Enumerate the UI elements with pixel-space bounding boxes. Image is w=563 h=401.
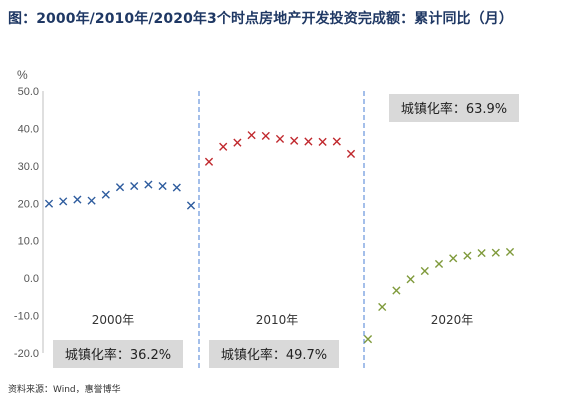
data-point <box>144 180 153 189</box>
data-point <box>406 275 415 284</box>
urbanization-box-bg <box>389 94 519 122</box>
y-axis-unit: % <box>17 68 28 82</box>
period-label: 2010年 <box>256 313 299 327</box>
data-point <box>434 259 444 269</box>
source-note: 资料来源：Wind，惠誉博华 <box>8 385 121 395</box>
y-tick-label: 20.0 <box>18 198 39 210</box>
data-point <box>275 134 285 144</box>
period-labels: 2000年 2010年 2020年 <box>92 313 474 327</box>
data-point <box>290 136 299 145</box>
data-point <box>158 181 167 191</box>
data-point <box>477 248 486 258</box>
y-tick-label: 50.0 <box>18 86 39 98</box>
data-point <box>115 183 125 192</box>
data-point <box>392 286 401 295</box>
data-point <box>130 181 139 191</box>
chart-title: 图：2000年/2010年/2020年3个时点房地产开发投资完成额：累计同比（月… <box>8 11 513 27</box>
data-point <box>247 131 256 140</box>
urbanization-box-bg <box>53 340 183 368</box>
urbanization-box: 城镇化率：49.7% <box>209 340 339 368</box>
data-point <box>304 137 313 146</box>
y-axis: % 50.0 40.0 30.0 20.0 10.0 0.0 -10.0 -20.0 <box>14 68 44 360</box>
data-point <box>378 302 387 312</box>
data-point <box>346 149 356 158</box>
data-point <box>491 248 500 257</box>
data-point <box>261 131 270 141</box>
data-point <box>219 142 228 151</box>
urbanization-label: 城镇化率：36.2% <box>65 347 171 363</box>
data-point <box>463 251 472 260</box>
data-points <box>44 131 515 344</box>
period-dividers <box>198 91 365 370</box>
data-point <box>363 335 373 344</box>
data-point <box>172 183 181 192</box>
urbanization-box: 城镇化率：63.9% <box>389 94 519 122</box>
data-point <box>59 197 68 206</box>
data-point <box>318 137 327 146</box>
period-label: 2020年 <box>431 313 474 327</box>
period-label: 2000年 <box>92 313 135 327</box>
data-point <box>233 138 242 147</box>
data-point <box>186 201 196 210</box>
data-point <box>505 247 515 257</box>
data-point <box>87 196 96 205</box>
urbanization-boxes: 城镇化率：36.2% 城镇化率：49.7% 城镇化率：63.9% <box>53 94 519 368</box>
data-point <box>101 190 110 199</box>
y-tick-label: 10.0 <box>18 236 39 248</box>
data-point <box>420 266 429 276</box>
y-tick-label: 30.0 <box>18 161 39 173</box>
y-tick-label: -20.0 <box>14 348 39 360</box>
y-tick-label: -10.0 <box>14 311 39 323</box>
urbanization-label: 城镇化率：63.9% <box>401 101 507 117</box>
data-point <box>204 157 214 166</box>
data-point <box>332 137 341 146</box>
data-point <box>44 199 54 208</box>
data-point <box>73 195 82 204</box>
data-point <box>449 254 458 263</box>
urbanization-label: 城镇化率：49.7% <box>221 347 327 363</box>
urbanization-box-bg <box>209 340 339 368</box>
y-tick-label: 40.0 <box>18 123 39 135</box>
urbanization-box: 城镇化率：36.2% <box>53 340 183 368</box>
y-tick-label: 0.0 <box>24 273 39 285</box>
